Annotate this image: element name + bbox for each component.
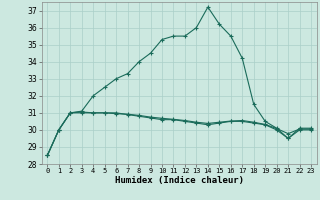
X-axis label: Humidex (Indice chaleur): Humidex (Indice chaleur): [115, 176, 244, 185]
